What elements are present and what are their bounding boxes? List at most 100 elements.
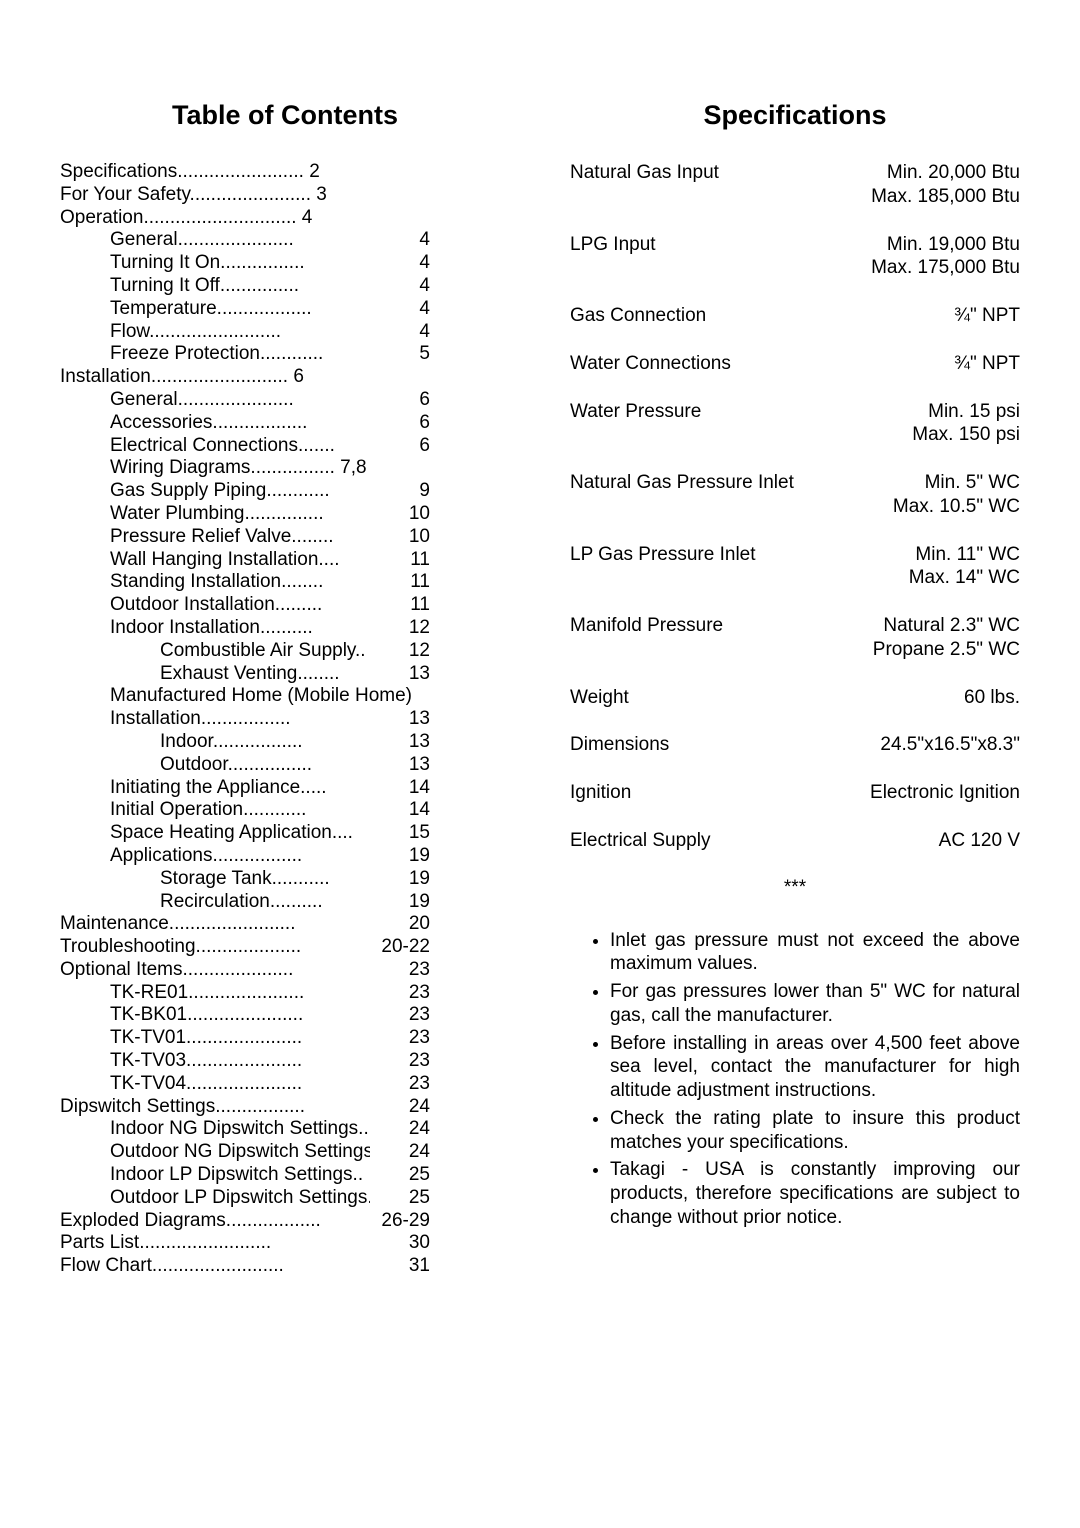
- toc-row: For Your Safety....................... 3: [60, 184, 430, 207]
- toc-label: Freeze Protection............: [60, 343, 323, 366]
- toc-row: Turning It On................4: [60, 252, 430, 275]
- toc-row: TK-TV04......................23: [60, 1073, 430, 1096]
- spec-value: Natural 2.3" WCPropane 2.5" WC: [723, 614, 1020, 662]
- toc-row: Operation............................. 4: [60, 207, 430, 230]
- toc-label: Water Plumbing...............: [60, 503, 324, 526]
- toc-label: Initial Operation............: [60, 799, 306, 822]
- toc-row: General...................... 4: [60, 229, 430, 252]
- toc-row: Accessories..................6: [60, 412, 430, 435]
- spec-label: Electrical Supply: [570, 829, 710, 853]
- spec-value: Min. 20,000 BtuMax. 185,000 Btu: [719, 161, 1020, 209]
- toc-page: 5: [370, 343, 430, 366]
- toc-row: Electrical Connections.......6: [60, 435, 430, 458]
- spec-label: Ignition: [570, 781, 631, 805]
- toc-page: 30: [370, 1232, 430, 1255]
- toc-row: Optional Items.....................23: [60, 959, 430, 982]
- toc-label: General......................: [60, 389, 294, 412]
- notes-list: Inlet gas pressure must not exceed the a…: [570, 929, 1020, 1230]
- toc-row: Indoor.................13: [60, 731, 430, 754]
- spec-label: LP Gas Pressure Inlet: [570, 543, 756, 591]
- toc-row: Wall Hanging Installation....11: [60, 549, 430, 572]
- toc-row: General...................... 6: [60, 389, 430, 412]
- toc-row: TK-TV01...................... 23: [60, 1027, 430, 1050]
- toc-page: 19: [370, 891, 430, 914]
- toc-row: Outdoor NG Dipswitch Settings..24: [60, 1141, 430, 1164]
- spec-row: Manifold PressureNatural 2.3" WCPropane …: [570, 614, 1020, 662]
- toc-page: 23: [370, 959, 430, 982]
- note-item: Before installing in areas over 4,500 fe…: [610, 1032, 1020, 1103]
- toc-label: Dipswitch Settings.................: [60, 1096, 305, 1119]
- toc-page: 4: [370, 275, 430, 298]
- toc-page: 26-29: [370, 1210, 430, 1233]
- spec-value: Min. 19,000 BtuMax. 175,000 Btu: [656, 233, 1020, 281]
- toc-page: 9: [370, 480, 430, 503]
- toc-row: Wiring Diagrams................ 7,8: [60, 457, 430, 480]
- toc-page: 14: [370, 777, 430, 800]
- page: Table of Contents Specifications........…: [0, 0, 1080, 1338]
- toc-row: Pressure Relief Valve........10: [60, 526, 430, 549]
- toc-label: Outdoor LP Dipswitch Settings..: [60, 1187, 370, 1210]
- toc-label: Indoor LP Dipswitch Settings..: [60, 1164, 363, 1187]
- toc-row: Space Heating Application....15: [60, 822, 430, 845]
- toc-label: General......................: [60, 229, 294, 252]
- spec-label: Gas Connection: [570, 304, 706, 328]
- spec-row: Electrical SupplyAC 120 V: [570, 829, 1020, 853]
- spec-row: Water Connections¾" NPT: [570, 352, 1020, 376]
- spec-value: ¾" NPT: [731, 352, 1020, 376]
- toc-row: Freeze Protection............ 5: [60, 343, 430, 366]
- toc-page: 4: [370, 298, 430, 321]
- spec-label: Weight: [570, 686, 629, 710]
- spec-label: Natural Gas Input: [570, 161, 719, 209]
- toc-page: 6: [370, 389, 430, 412]
- toc-page: 4: [370, 229, 430, 252]
- spec-row: Water PressureMin. 15 psiMax. 150 psi: [570, 400, 1020, 448]
- toc-row: Turning It Off...............4: [60, 275, 430, 298]
- toc-label: Electrical Connections.......: [60, 435, 335, 458]
- toc-label: Recirculation..........: [60, 891, 323, 914]
- toc-page: 23: [370, 1004, 430, 1027]
- toc-row: Installation.................13: [60, 708, 430, 731]
- toc-page: 31: [370, 1255, 430, 1278]
- toc-label: Wall Hanging Installation....: [60, 549, 340, 572]
- toc-row: Initial Operation............ 14: [60, 799, 430, 822]
- toc-row: Outdoor LP Dipswitch Settings..25: [60, 1187, 430, 1210]
- note-item: Inlet gas pressure must not exceed the a…: [610, 929, 1020, 977]
- spec-label: Water Connections: [570, 352, 731, 376]
- toc-row: Standing Installation........11: [60, 571, 430, 594]
- toc-page: 14: [370, 799, 430, 822]
- toc-row: Water Plumbing............... 10: [60, 503, 430, 526]
- toc-label: TK-TV04......................: [60, 1073, 302, 1096]
- toc-page: 11: [370, 571, 430, 594]
- spec-value: 24.5"x16.5"x8.3": [669, 733, 1020, 757]
- toc-label: Space Heating Application....: [60, 822, 353, 845]
- toc-row: Manufactured Home (Mobile Home): [60, 685, 430, 708]
- toc-label: Initiating the Appliance.....: [60, 777, 327, 800]
- toc-page: 23: [370, 1027, 430, 1050]
- toc-page: 23: [370, 1050, 430, 1073]
- toc-label: Exploded Diagrams..................: [60, 1210, 321, 1233]
- toc-row: Initiating the Appliance..... 14: [60, 777, 430, 800]
- toc-label: Storage Tank...........: [60, 868, 330, 891]
- toc-row: Outdoor Installation.........11: [60, 594, 430, 617]
- toc-row: Specifications........................ 2: [60, 161, 430, 184]
- toc-page: 6: [370, 412, 430, 435]
- toc-page: 23: [370, 982, 430, 1005]
- toc-page: 13: [370, 731, 430, 754]
- toc-row: TK-BK01...................... 23: [60, 1004, 430, 1027]
- toc-page: 13: [370, 663, 430, 686]
- toc-label: Combustible Air Supply..: [60, 640, 366, 663]
- spec-list: Natural Gas InputMin. 20,000 BtuMax. 185…: [570, 161, 1020, 853]
- toc-label: Outdoor NG Dipswitch Settings..: [60, 1141, 370, 1164]
- spec-column: Specifications Natural Gas InputMin. 20,…: [570, 100, 1020, 1278]
- toc-label: TK-BK01......................: [60, 1004, 303, 1027]
- toc-row: Storage Tank........... 19: [60, 868, 430, 891]
- toc-row: TK-RE01......................23: [60, 982, 430, 1005]
- toc-page: 10: [370, 503, 430, 526]
- toc-row: Installation.......................... 6: [60, 366, 430, 389]
- toc-column: Table of Contents Specifications........…: [60, 100, 510, 1278]
- toc-label: Outdoor................: [60, 754, 312, 777]
- toc-row: Dipswitch Settings.................24: [60, 1096, 430, 1119]
- toc-label: TK-TV01......................: [60, 1027, 302, 1050]
- toc-page: 19: [370, 868, 430, 891]
- toc-page: 19: [370, 845, 430, 868]
